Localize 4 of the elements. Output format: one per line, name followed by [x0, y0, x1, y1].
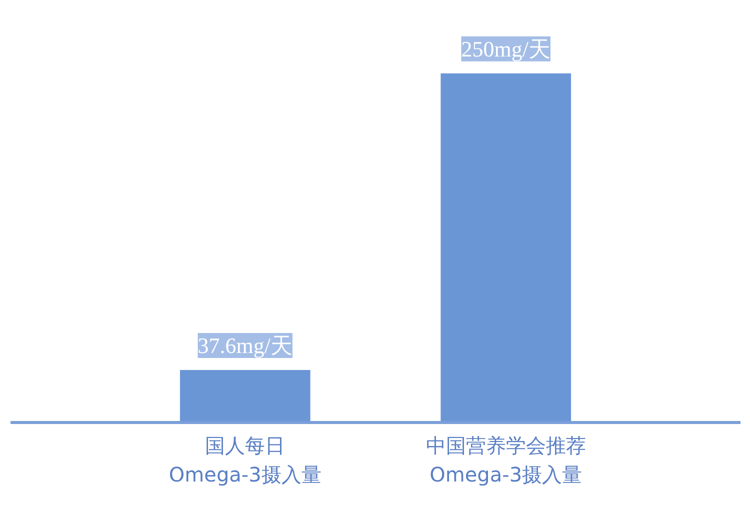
- data-label: 37.6mg/天: [198, 332, 293, 358]
- x-tick-label: 中国营养学会推荐 Omega-3摄入量: [426, 434, 586, 486]
- data-label: 250mg/天: [461, 36, 550, 62]
- x-tick-label: 国人每日 Omega-3摄入量: [168, 434, 322, 486]
